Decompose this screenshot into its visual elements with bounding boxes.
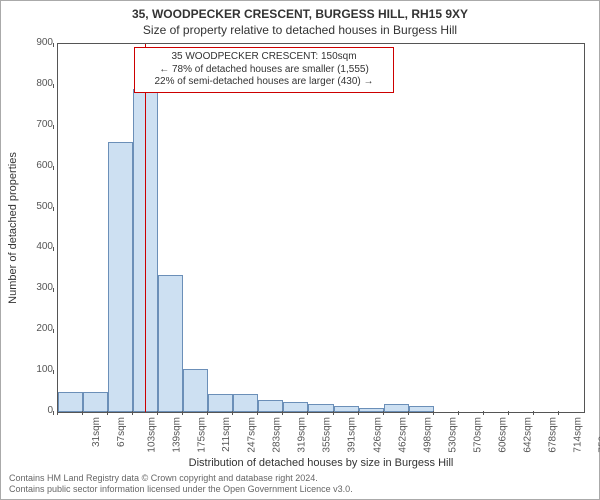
y-tick-mark [53,411,54,415]
histogram-bar [334,406,359,412]
x-tick-label: 642sqm [522,417,533,453]
x-tick-label: 391sqm [347,417,358,453]
y-axis-label: Number of detached properties [7,43,19,413]
x-tick-mark [307,411,308,415]
x-tick-mark [132,411,133,415]
x-tick-mark [458,411,459,415]
reference-line [145,44,146,412]
x-tick-label: 678sqm [547,417,558,453]
x-tick-mark [207,411,208,415]
y-tick-label: 0 [29,405,53,416]
y-tick-label: 100 [29,364,53,375]
footer-line-1: Contains HM Land Registry data © Crown c… [9,473,353,484]
x-tick-label: 211sqm [221,417,232,452]
x-tick-mark [358,411,359,415]
histogram-bar [283,402,308,412]
y-tick-label: 800 [29,78,53,89]
y-tick-label: 700 [29,119,53,130]
y-tick-label: 300 [29,282,53,293]
chart-title-sub: Size of property relative to detached ho… [1,23,599,37]
x-tick-mark [282,411,283,415]
x-tick-label: 139sqm [172,417,183,453]
x-tick-label: 67sqm [116,417,127,447]
x-tick-mark [383,411,384,415]
x-tick-label: 247sqm [247,417,258,453]
histogram-bar [183,369,208,412]
histogram-bar [359,408,384,412]
x-tick-label: 498sqm [422,417,433,453]
x-tick-mark [333,411,334,415]
y-tick-label: 400 [29,241,53,252]
x-tick-label: 530sqm [447,417,458,453]
annotation-line: 22% of semi-detached houses are larger (… [141,76,387,89]
x-axis-label: Distribution of detached houses by size … [57,457,585,469]
x-tick-mark [508,411,509,415]
x-tick-label: 283sqm [272,417,283,453]
histogram-bar [58,392,83,412]
x-tick-mark [182,411,183,415]
x-tick-mark [107,411,108,415]
x-tick-label: 714sqm [572,417,583,453]
x-tick-mark [408,411,409,415]
x-tick-mark [257,411,258,415]
footer-line-2: Contains public sector information licen… [9,484,353,495]
histogram-bar [158,275,183,412]
y-tick-mark [53,43,54,47]
histogram-bar [233,394,258,412]
histogram-bar [258,400,283,412]
footer-attribution: Contains HM Land Registry data © Crown c… [9,473,353,495]
x-tick-label: 462sqm [397,417,408,453]
y-tick-label: 500 [29,201,53,212]
x-tick-label: 355sqm [322,417,333,453]
x-tick-label: 319sqm [297,417,308,453]
x-tick-mark [232,411,233,415]
histogram-bar [409,406,434,412]
x-tick-mark [433,411,434,415]
y-tick-label: 900 [29,37,53,48]
x-tick-label: 31sqm [91,417,102,447]
y-tick-label: 600 [29,160,53,171]
annotation-box: 35 WOODPECKER CRESCENT: 150sqm← 78% of d… [134,47,394,93]
y-tick-mark [53,329,54,333]
annotation-line: 35 WOODPECKER CRESCENT: 150sqm [141,51,387,64]
x-tick-mark [82,411,83,415]
x-tick-mark [57,411,58,415]
histogram-bar [83,392,108,412]
x-tick-mark [533,411,534,415]
x-tick-label: 175sqm [197,417,208,453]
histogram-bar [208,394,233,412]
x-tick-label: 570sqm [472,417,483,453]
plot-area: 35 WOODPECKER CRESCENT: 150sqm← 78% of d… [57,43,585,413]
y-tick-mark [53,125,54,129]
x-tick-label: 606sqm [497,417,508,453]
y-tick-mark [53,288,54,292]
x-tick-mark [157,411,158,415]
x-tick-label: 426sqm [372,417,383,453]
chart-container: 35, WOODPECKER CRESCENT, BURGESS HILL, R… [0,0,600,500]
x-tick-mark [483,411,484,415]
y-tick-mark [53,166,54,170]
x-tick-label: 103sqm [147,417,158,453]
y-tick-mark [53,247,54,251]
y-tick-mark [53,370,54,374]
y-tick-label: 200 [29,323,53,334]
histogram-bar [308,404,333,412]
histogram-bar [108,142,133,412]
y-tick-mark [53,84,54,88]
x-tick-mark [558,411,559,415]
chart-title-main: 35, WOODPECKER CRESCENT, BURGESS HILL, R… [1,7,599,21]
y-tick-mark [53,207,54,211]
annotation-line: ← 78% of detached houses are smaller (1,… [141,64,387,77]
histogram-bar [384,404,409,412]
